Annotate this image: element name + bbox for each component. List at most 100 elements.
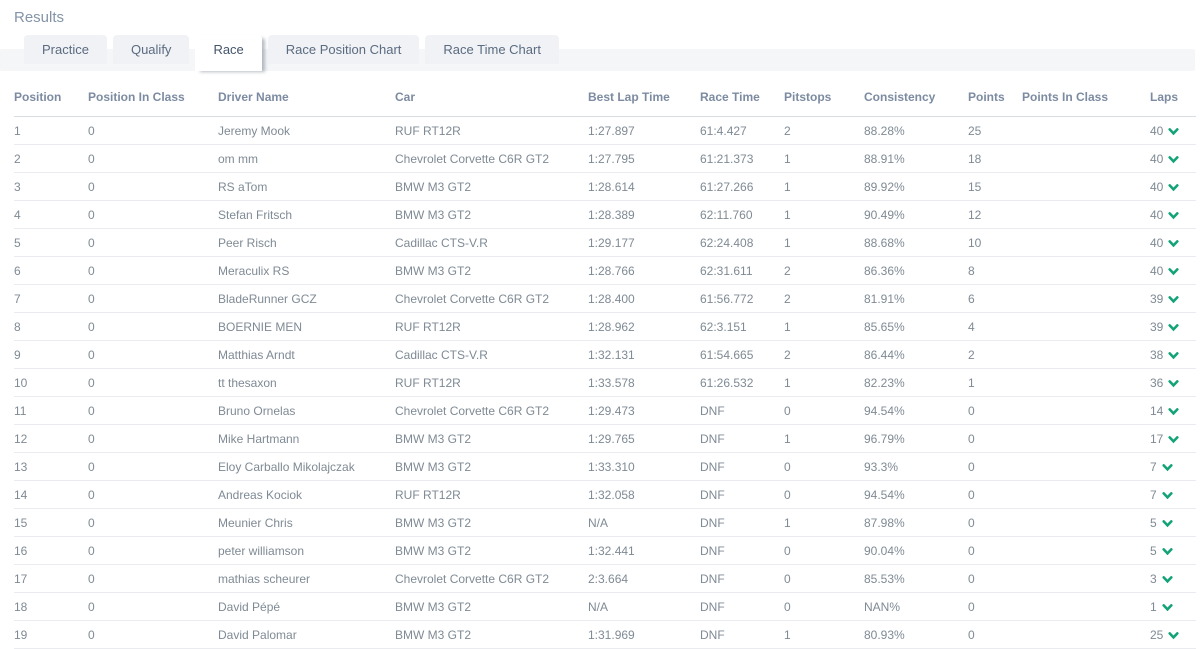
points-cell: 0 <box>968 620 1022 649</box>
tab-practice[interactable]: Practice <box>24 35 107 64</box>
laps-value: 40 <box>1150 123 1164 138</box>
points-cell: 25 <box>968 116 1022 145</box>
best-lap-time-cell: 1:32.441 <box>588 536 700 565</box>
driver-name-link[interactable]: Andreas Kociok <box>218 480 395 509</box>
points-in-class-cell <box>1022 116 1150 145</box>
chevron-down-icon <box>1168 435 1179 443</box>
points-cell: 0 <box>968 424 1022 453</box>
tab-race[interactable]: Race <box>195 35 262 71</box>
laps-expander[interactable]: 40 <box>1150 144 1196 173</box>
driver-name-link[interactable]: RS aTom <box>218 172 395 201</box>
tab-race-time-chart[interactable]: Race Time Chart <box>425 35 559 64</box>
car-cell: Chevrolet Corvette C6R GT2 <box>395 396 588 425</box>
race-time-cell: DNF <box>700 452 784 481</box>
points-cell: 6 <box>968 284 1022 313</box>
laps-expander[interactable]: 36 <box>1150 368 1196 397</box>
best-lap-time-cell: 1:33.578 <box>588 368 700 397</box>
laps-expander[interactable]: 39 <box>1150 284 1196 313</box>
driver-name-link[interactable]: Peer Risch <box>218 228 395 257</box>
table-row: 6 0 Meraculix RS BMW M3 GT2 1:28.766 62:31.61… <box>14 256 1196 285</box>
driver-name-link[interactable]: David Palomar <box>218 620 395 649</box>
table-row: 15 0 Meunier Chris BMW M3 GT2 N/A DNF 1 87.98% 0… <box>14 508 1196 537</box>
driver-name-link[interactable]: Matthias Arndt <box>218 340 395 369</box>
chevron-down-icon <box>1162 575 1173 583</box>
column-header-position-in-class: Position In Class <box>88 80 218 117</box>
laps-expander[interactable]: 7 <box>1150 480 1196 509</box>
laps-expander[interactable]: 5 <box>1150 508 1196 537</box>
points-in-class-cell <box>1022 340 1150 369</box>
driver-name-link[interactable]: Jeremy Mook <box>218 116 395 145</box>
table-row: 13 0 Eloy Carballo Mikolajczak BMW M3 GT2 1:… <box>14 452 1196 481</box>
points-cell: 0 <box>968 536 1022 565</box>
driver-name-link[interactable]: David Pépé <box>218 592 395 621</box>
laps-value: 39 <box>1150 291 1164 306</box>
laps-expander[interactable]: 40 <box>1150 172 1196 201</box>
pitstops-cell: 0 <box>784 536 864 565</box>
laps-expander[interactable]: 17 <box>1150 424 1196 453</box>
chevron-down-icon <box>1168 127 1179 135</box>
laps-value: 25 <box>1150 627 1164 642</box>
laps-expander[interactable]: 5 <box>1150 536 1196 565</box>
pitstops-cell: 1 <box>784 368 864 397</box>
points-in-class-cell <box>1022 424 1150 453</box>
chevron-down-icon <box>1168 183 1179 191</box>
laps-expander[interactable]: 38 <box>1150 340 1196 369</box>
laps-expander[interactable]: 39 <box>1150 312 1196 341</box>
tab-race-position-chart[interactable]: Race Position Chart <box>267 35 420 64</box>
driver-name-link[interactable]: peter williamson <box>218 536 395 565</box>
driver-name-link[interactable]: Stefan Fritsch <box>218 200 395 229</box>
laps-expander[interactable]: 25 <box>1150 620 1196 649</box>
consistency-cell: 82.23% <box>864 368 968 397</box>
driver-name-link[interactable]: om mm <box>218 144 395 173</box>
laps-expander[interactable]: 40 <box>1150 116 1196 145</box>
driver-name-link[interactable]: BOERNIE MEN <box>218 312 395 341</box>
consistency-cell: 80.93% <box>864 620 968 649</box>
chevron-down-icon <box>1168 351 1179 359</box>
driver-name-link[interactable]: mathias scheurer <box>218 564 395 593</box>
race-time-cell: DNF <box>700 424 784 453</box>
position-in-class-cell: 0 <box>88 200 218 229</box>
best-lap-time-cell: 1:27.897 <box>588 116 700 145</box>
laps-expander[interactable]: 7 <box>1150 452 1196 481</box>
laps-expander[interactable]: 1 <box>1150 592 1196 621</box>
pitstops-cell: 1 <box>784 144 864 173</box>
car-cell: RUF RT12R <box>395 312 588 341</box>
driver-name-link[interactable]: Mike Hartmann <box>218 424 395 453</box>
chevron-down-icon <box>1168 407 1179 415</box>
laps-expander[interactable]: 40 <box>1150 256 1196 285</box>
laps-expander[interactable]: 3 <box>1150 564 1196 593</box>
driver-name-link[interactable]: Eloy Carballo Mikolajczak <box>218 452 395 481</box>
tabs-container: Practice Qualify Race Race Position Chart Ra… <box>0 35 1200 71</box>
driver-name-link[interactable]: Meunier Chris <box>218 508 395 537</box>
laps-expander[interactable]: 40 <box>1150 200 1196 229</box>
tab-qualify[interactable]: Qualify <box>112 35 190 64</box>
position-in-class-cell: 0 <box>88 368 218 397</box>
chevron-down-icon <box>1168 631 1179 639</box>
race-time-cell: 61:4.427 <box>700 116 784 145</box>
points-cell: 18 <box>968 144 1022 173</box>
race-time-cell: DNF <box>700 536 784 565</box>
position-cell: 13 <box>14 452 88 481</box>
driver-name-link[interactable]: tt thesaxon <box>218 368 395 397</box>
pitstops-cell: 1 <box>784 312 864 341</box>
table-row: 7 0 BladeRunner GCZ Chevrolet Corvette C6R … <box>14 284 1196 313</box>
position-cell: 19 <box>14 620 88 649</box>
best-lap-time-cell: 1:27.795 <box>588 144 700 173</box>
table-row: 17 0 mathias scheurer Chevrolet Corvette C6… <box>14 564 1196 593</box>
pitstops-cell: 2 <box>784 284 864 313</box>
table-row: 18 0 David Pépé BMW M3 GT2 N/A DNF 0 NAN% 0 1 <box>14 592 1196 621</box>
laps-value: 40 <box>1150 235 1164 250</box>
driver-name-link[interactable]: BladeRunner GCZ <box>218 284 395 313</box>
driver-name-link[interactable]: Meraculix RS <box>218 256 395 285</box>
driver-name-link[interactable]: Bruno Ornelas <box>218 396 395 425</box>
race-time-cell: 61:21.373 <box>700 144 784 173</box>
position-cell: 4 <box>14 200 88 229</box>
pitstops-cell: 1 <box>784 172 864 201</box>
laps-value: 36 <box>1150 375 1164 390</box>
pitstops-cell: 2 <box>784 116 864 145</box>
car-cell: BMW M3 GT2 <box>395 256 588 285</box>
laps-expander[interactable]: 40 <box>1150 228 1196 257</box>
laps-expander[interactable]: 14 <box>1150 396 1196 425</box>
laps-value: 1 <box>1150 599 1157 614</box>
pitstops-cell: 0 <box>784 480 864 509</box>
